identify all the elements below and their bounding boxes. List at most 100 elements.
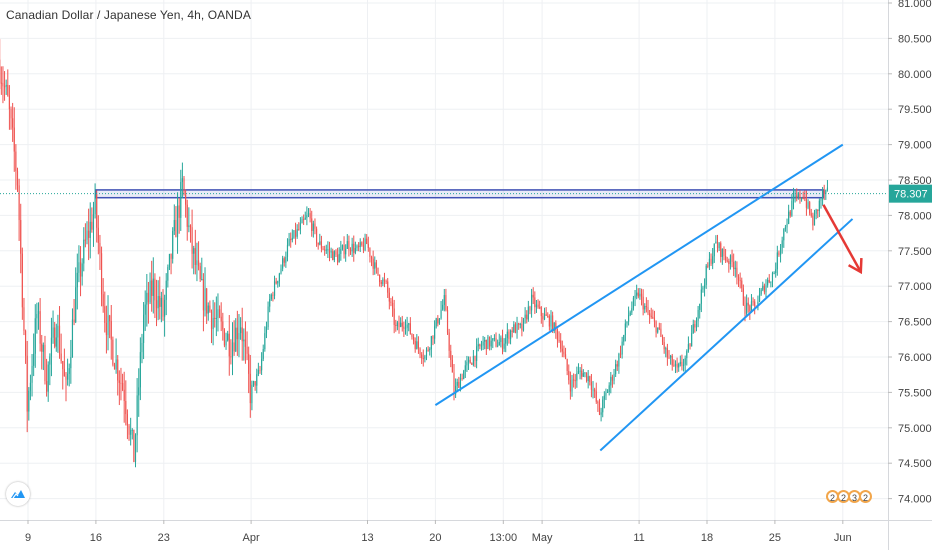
candle-body [579, 370, 581, 372]
candle [175, 206, 177, 238]
candle-body [301, 219, 303, 224]
candle-body [130, 430, 132, 435]
candle-body [825, 190, 827, 194]
candle [55, 323, 57, 352]
time-tick-label: 25 [769, 532, 781, 544]
candle-body [408, 323, 410, 325]
candle [269, 293, 271, 313]
candle-body [60, 353, 62, 362]
candle [349, 247, 352, 255]
candle-body [88, 230, 90, 238]
candle-body [104, 306, 106, 323]
event-badge[interactable]: 3 [848, 490, 861, 503]
candle-body [73, 319, 75, 323]
candle [628, 306, 630, 326]
candle [244, 321, 247, 364]
candle-body [401, 322, 403, 327]
candle-body [581, 370, 583, 377]
candle [645, 297, 647, 313]
candle [217, 293, 219, 332]
candle [661, 334, 664, 345]
candle [294, 222, 297, 245]
candle-body [490, 340, 492, 347]
candle-body [492, 338, 494, 341]
candle-body [516, 323, 518, 333]
candle [71, 308, 74, 358]
candle-body [110, 321, 112, 340]
candle-body [775, 269, 777, 273]
candle [621, 336, 623, 359]
candle [189, 224, 192, 243]
candle-body [453, 372, 455, 395]
candle-body [340, 249, 342, 254]
candle [366, 234, 368, 245]
candle [259, 365, 261, 374]
candle [540, 306, 542, 324]
candle [277, 280, 279, 288]
candle-body [535, 304, 538, 308]
candle-body [353, 243, 355, 253]
candle-body [518, 323, 520, 325]
candle-body [623, 334, 625, 342]
candle [636, 284, 638, 300]
candle [167, 264, 169, 288]
candle-body [46, 381, 48, 392]
current-price-label-bg [889, 184, 932, 203]
candle [723, 246, 725, 261]
candle [10, 106, 12, 130]
tradingview-logo-icon[interactable] [6, 482, 30, 506]
candle-body [131, 429, 133, 431]
candle [825, 189, 827, 200]
candle [320, 235, 323, 253]
candle-body [789, 211, 791, 216]
candle [380, 280, 382, 288]
candle-body [164, 299, 166, 317]
candle [534, 291, 536, 314]
candle-body [225, 340, 227, 346]
candle [151, 260, 153, 312]
candle-body [663, 342, 665, 350]
candle-body [189, 225, 192, 228]
candle-body [484, 339, 486, 342]
candle-body [608, 385, 610, 392]
candle-body [440, 309, 442, 319]
candle [503, 338, 505, 352]
candle [128, 423, 130, 441]
candle [671, 353, 673, 371]
candle-body [382, 279, 384, 284]
candle-body [763, 285, 765, 293]
candle-body [358, 245, 360, 248]
candle [76, 253, 78, 310]
candle [642, 289, 644, 316]
candle-body [44, 344, 46, 382]
candle-body [10, 109, 12, 119]
channel-lower-1 [599, 218, 854, 452]
candle-body [820, 199, 822, 201]
candle [312, 220, 314, 238]
candle [370, 255, 373, 267]
candle [493, 334, 495, 342]
candle-body [773, 272, 775, 274]
candle-body [16, 171, 19, 186]
candle-body [749, 305, 751, 312]
candle [657, 327, 659, 334]
candle-body [786, 223, 788, 228]
candle [535, 300, 538, 313]
candle-body [747, 302, 749, 306]
time-tick-label: 13:00 [490, 532, 518, 544]
candle-body [762, 285, 764, 290]
candle [427, 346, 429, 352]
event-badge[interactable]: 2 [859, 490, 872, 503]
candle [367, 236, 369, 252]
candle [768, 274, 770, 284]
candle [445, 288, 447, 312]
candle [7, 69, 9, 97]
candle [771, 271, 774, 288]
candle [673, 359, 675, 367]
candle-body [102, 294, 104, 307]
candle-body [154, 278, 156, 301]
candle-body [123, 389, 125, 401]
candle [155, 279, 158, 327]
